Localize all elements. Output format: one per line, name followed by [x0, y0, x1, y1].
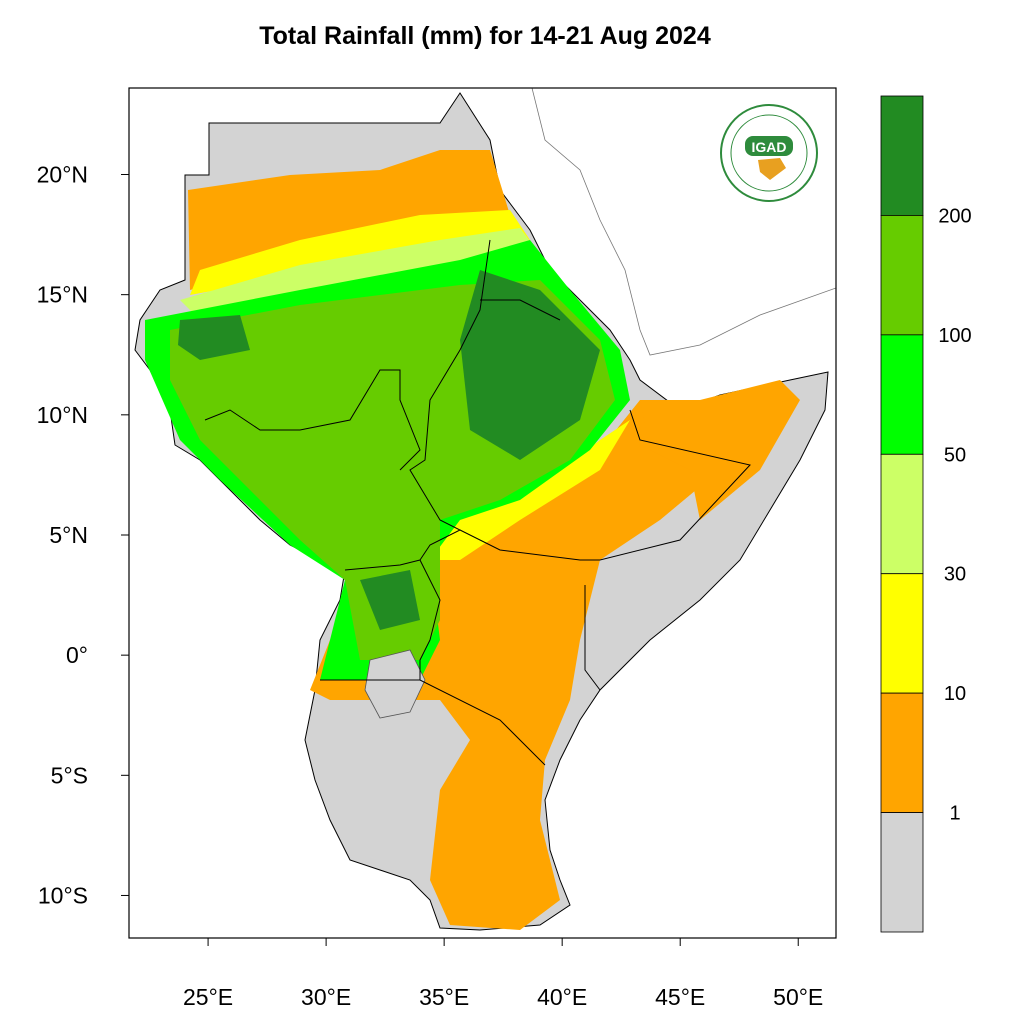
border — [344, 559, 421, 571]
border — [204, 369, 421, 471]
x-tick-label: 50°E — [773, 984, 823, 1010]
lake-victoria — [364, 649, 426, 719]
colorbar-label: 100 — [938, 325, 971, 347]
logo-text: IGAD — [752, 139, 787, 155]
colorbar-box — [880, 573, 924, 694]
logo-inner-ring — [730, 114, 808, 192]
map-frame — [128, 87, 837, 939]
colorbar-box — [880, 453, 924, 575]
border — [480, 299, 561, 321]
x-tick-label: 35°E — [419, 984, 469, 1010]
colorbar-box — [880, 812, 924, 933]
neighbour-border — [531, 88, 836, 356]
border — [459, 409, 751, 561]
colorbar-label: 200 — [938, 205, 971, 227]
colorbar-label: 10 — [944, 683, 966, 705]
zone-200-plus — [360, 570, 420, 630]
zone-200-plus — [460, 270, 600, 460]
colorbar-box — [880, 692, 924, 813]
colorbar-label: 30 — [944, 564, 966, 586]
y-tick-label: 20°N — [37, 162, 88, 188]
country-borders — [204, 239, 751, 766]
x-tick-label: 45°E — [655, 984, 705, 1010]
colorbar-box — [880, 215, 924, 336]
zone-1-10 — [640, 380, 800, 520]
y-tick-label: 5°S — [51, 762, 88, 788]
border — [320, 679, 546, 766]
y-tick-label: 5°N — [49, 522, 88, 548]
logo-badge — [745, 136, 793, 156]
colorbar-box — [880, 95, 924, 216]
y-tick-label: 15°N — [37, 282, 88, 308]
zone-10-30 — [420, 420, 630, 560]
colorbar-label: 50 — [944, 444, 966, 466]
colorbar: 200 100 50 30 10 1 — [880, 95, 972, 933]
logo-africa — [758, 158, 786, 180]
map-area — [128, 87, 837, 939]
colorbar-label: 1 — [949, 803, 960, 825]
zone-1-10 — [310, 400, 740, 930]
colorbar-box — [880, 334, 924, 455]
zone-200-plus — [178, 315, 250, 360]
x-tick-label: 30°E — [301, 984, 351, 1010]
igad-logo: IGAD — [720, 104, 818, 202]
map-title: Total Rainfall (mm) for 14-21 Aug 2024 — [259, 22, 711, 50]
axis-ticks: 25°E 30°E 35°E 40°E 45°E 50°E 20°N 15°N 10°N 5°N 0… — [37, 162, 824, 1010]
y-tick-label: 10°N — [37, 402, 88, 428]
border — [584, 585, 601, 691]
x-tick-label: 25°E — [183, 984, 233, 1010]
y-tick-label: 0° — [66, 642, 88, 668]
border — [409, 239, 491, 680]
x-tick-label: 40°E — [537, 984, 587, 1010]
y-tick-label: 10°S — [38, 882, 88, 908]
